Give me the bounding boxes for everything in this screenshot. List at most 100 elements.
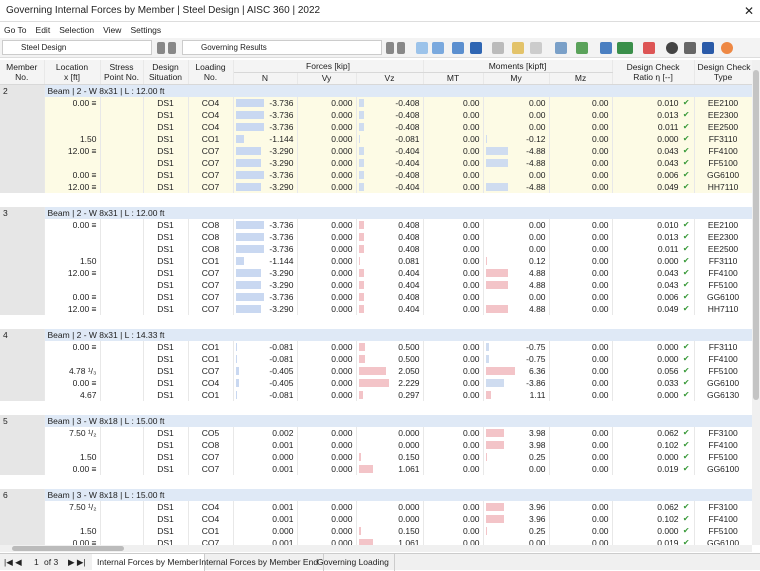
data-row[interactable]: 1.50 DS1 CO1 -1.144 0.000 -0.081 0.00 -0.12 0.00… xyxy=(0,132,752,145)
data-row[interactable]: 4.67 DS1 CO1 -0.081 0.000 0.297 0.00 1.11 0.00 0.… xyxy=(0,388,752,401)
data-row[interactable]: DS1 CO8 -3.736 0.000 0.408 0.00 0.00 0.00 0.011 ✔… xyxy=(0,242,752,255)
cell-text: 0.000 xyxy=(657,389,679,400)
data-row[interactable]: 0.00 ≡ DS1 CO7 -3.736 0.000 -0.408 0.00 0.00 0.0… xyxy=(0,168,752,181)
group-header-row[interactable]: 3 Beam | 2 - W 8x31 | L : 12.00 ft xyxy=(0,206,752,219)
group-header-row[interactable]: 5 Beam | 3 - W 8x18 | L : 15.00 ft xyxy=(0,414,752,427)
cell-text: 0.000 xyxy=(331,513,353,524)
data-row[interactable]: 1.50 DS1 CO7 0.000 0.000 0.150 0.00 0.25 0.00 0.0… xyxy=(0,450,752,463)
tool-icon[interactable] xyxy=(555,42,567,54)
next-page-button[interactable]: ▶ ▶| xyxy=(68,557,86,567)
tool-icon[interactable] xyxy=(416,42,428,54)
data-row[interactable]: 7.50 ¹/₂ DS1 CO5 0.002 0.000 0.000 0.00 3.98 0.0… xyxy=(0,426,752,439)
result-dropdown[interactable]: Governing Results xyxy=(182,40,382,55)
cell-text: CO7 xyxy=(201,291,220,302)
data-row[interactable]: 12.00 ≡ DS1 CO7 -3.290 0.000 0.404 0.00 4.88 0.0… xyxy=(0,266,752,279)
prev-button[interactable] xyxy=(157,42,165,54)
data-row[interactable]: 1.50 DS1 CO1 0.000 0.000 0.150 0.00 0.25 0.00 0.0… xyxy=(0,524,752,537)
tab[interactable]: Internal Forces by Member End xyxy=(194,554,325,571)
tool-icon[interactable] xyxy=(643,42,655,54)
table-body: 2 Beam | 2 - W 8x31 | L : 12.00 ft 0.00 ≡ D… xyxy=(0,84,752,545)
tool-icon[interactable] xyxy=(702,42,714,54)
next-button[interactable] xyxy=(168,42,176,54)
cell: CO1 xyxy=(188,524,234,537)
close-button[interactable]: ✕ xyxy=(743,4,754,18)
data-row[interactable]: 12.00 ≡ DS1 CO7 -3.290 0.000 -0.404 0.00 -4.88 0… xyxy=(0,144,752,157)
magnitude-bar xyxy=(235,146,261,155)
data-row[interactable]: 0.00 ≡ DS1 CO4 -0.405 0.000 2.229 0.00 -3.86 0.0… xyxy=(0,376,752,389)
cell-text: EE2300 xyxy=(707,109,739,120)
group-header-row[interactable]: 4 Beam | 2 - W 8x31 | L : 14.33 ft xyxy=(0,328,752,341)
tool-icon[interactable] xyxy=(530,42,542,54)
data-row[interactable]: DS1 CO7 -3.290 0.000 -0.404 0.00 -4.88 0.00 0.04… xyxy=(0,156,752,169)
menu-item[interactable]: Settings xyxy=(130,25,162,35)
data-row[interactable]: DS1 CO8 0.001 0.000 0.000 0.00 3.98 0.00 0.102 ✔ F… xyxy=(0,438,752,451)
tool-icon[interactable] xyxy=(600,42,612,54)
data-row[interactable]: DS1 CO4 -3.736 0.000 -0.408 0.00 0.00 0.00 0.013… xyxy=(0,108,752,121)
menu-item[interactable]: View xyxy=(103,25,122,35)
data-row[interactable]: DS1 CO7 -3.290 0.000 0.404 0.00 4.88 0.00 0.043 ✔… xyxy=(0,278,752,291)
group-header-row[interactable]: 2 Beam | 2 - W 8x31 | L : 12.00 ft xyxy=(0,84,752,97)
tool-icon[interactable] xyxy=(432,42,444,54)
cell xyxy=(100,132,144,145)
vertical-scrollbar[interactable] xyxy=(752,60,760,545)
cell-text: DS1 xyxy=(157,279,174,290)
cell: 0.404 xyxy=(356,266,424,279)
data-row[interactable]: DS1 CO4 -3.736 0.000 -0.408 0.00 0.00 0.00 0.011… xyxy=(0,120,752,133)
prev-button[interactable] xyxy=(386,42,394,54)
group-header-row[interactable]: 6 Beam | 3 - W 8x18 | L : 15.00 ft xyxy=(0,488,752,501)
scroll-thumb[interactable] xyxy=(753,70,759,400)
tool-icon[interactable] xyxy=(721,42,733,54)
cell-text: GG6100 xyxy=(706,169,740,180)
check-icon: ✔ xyxy=(682,501,690,511)
data-row[interactable]: 0.00 ≡ DS1 CO1 -0.081 0.000 0.500 0.00 -0.75 0.0… xyxy=(0,340,752,353)
data-row[interactable]: DS1 CO1 -0.081 0.000 0.500 0.00 -0.75 0.00 0.000… xyxy=(0,352,752,365)
menu-item[interactable]: Edit xyxy=(35,25,51,35)
data-row[interactable]: 7.50 ¹/₂ DS1 CO4 0.001 0.000 0.000 0.00 3.96 0.0… xyxy=(0,500,752,513)
tool-icon[interactable] xyxy=(684,42,696,54)
data-row[interactable]: DS1 CO8 -3.736 0.000 0.408 0.00 0.00 0.00 0.013 ✔… xyxy=(0,230,752,243)
data-row[interactable]: 12.00 ≡ DS1 CO7 -3.290 0.000 -0.404 0.00 -4.88 0… xyxy=(0,180,752,193)
cell-text: 0.000 xyxy=(331,181,353,192)
data-row[interactable]: 12.00 ≡ DS1 CO7 -3.290 0.000 0.404 0.00 4.88 0.0… xyxy=(0,302,752,315)
data-row[interactable]: 1.50 DS1 CO1 -1.144 0.000 0.081 0.00 0.12 0.00 0.… xyxy=(0,254,752,267)
cell-text: DS1 xyxy=(157,463,174,474)
data-row[interactable]: 0.00 ≡ DS1 CO8 -3.736 0.000 0.408 0.00 0.00 0.00… xyxy=(0,218,752,231)
cell-text: CO7 xyxy=(201,279,220,290)
cell-text: -1.144 xyxy=(269,133,294,144)
tab[interactable]: Governing Loading xyxy=(312,554,395,571)
data-row[interactable]: 4.78 ¹/₃ DS1 CO7 -0.405 0.000 2.050 0.00 6.36 0.… xyxy=(0,364,752,377)
tool-icon[interactable] xyxy=(492,42,504,54)
menu-item[interactable]: Selection xyxy=(59,25,95,35)
cell: 7.50 ¹/₂ xyxy=(44,426,101,439)
tool-icon[interactable] xyxy=(666,42,678,54)
first-page-button[interactable]: |◀ ◀ xyxy=(4,557,22,567)
cell: 0.00 xyxy=(549,340,613,353)
cell: 1.50 xyxy=(44,254,101,267)
cell: -0.405 xyxy=(233,364,298,377)
horizontal-scrollbar[interactable] xyxy=(0,545,752,552)
data-row[interactable]: DS1 CO4 0.001 0.000 0.000 0.00 3.96 0.00 0.102 ✔ F… xyxy=(0,512,752,525)
tool-icon[interactable] xyxy=(617,42,633,54)
module-dropdown[interactable]: Steel Design xyxy=(2,40,152,55)
tool-icon[interactable] xyxy=(452,42,464,54)
data-row[interactable]: 0.00 ≡ DS1 CO7 -3.736 0.000 0.408 0.00 0.00 0.00… xyxy=(0,290,752,303)
tool-icon[interactable] xyxy=(512,42,524,54)
tool-icon[interactable] xyxy=(576,42,588,54)
tool-icon[interactable] xyxy=(470,42,482,54)
column-header: Mz xyxy=(549,72,613,85)
tab[interactable]: Internal Forces by Member xyxy=(92,554,205,571)
data-row[interactable]: 0.00 ≡ DS1 CO7 0.001 0.000 1.061 0.00 0.00 0.00 0… xyxy=(0,462,752,475)
magnitude-bar xyxy=(235,244,265,253)
next-button[interactable] xyxy=(397,42,405,54)
menu-item[interactable]: Go To xyxy=(4,25,27,35)
magnitude-bar xyxy=(485,440,505,449)
cell-text: 0.00 xyxy=(591,439,609,450)
cell: FF5100 xyxy=(694,364,752,377)
data-row[interactable]: 0.00 ≡ DS1 CO7 0.001 0.000 1.061 0.00 0.00 0.00 0… xyxy=(0,536,752,545)
member-cell xyxy=(0,302,45,315)
scroll-thumb[interactable] xyxy=(12,546,124,551)
cell: -0.404 xyxy=(356,156,424,169)
cell: DS1 xyxy=(143,426,189,439)
data-row[interactable]: 0.00 ≡ DS1 CO4 -3.736 0.000 -0.408 0.00 0.00 0.0… xyxy=(0,96,752,109)
